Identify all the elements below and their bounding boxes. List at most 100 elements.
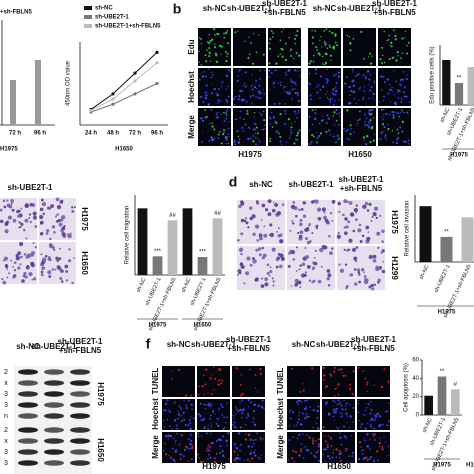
cell [378,445,381,448]
y-tick-label: 20 [412,394,419,400]
cell [269,117,272,120]
cell [217,133,220,136]
x-tick-label: 48 h [107,131,119,137]
cell [239,89,242,92]
cell [363,449,365,451]
cell [389,101,392,103]
cell [390,42,393,45]
cell [55,256,59,261]
cell [240,252,243,256]
cell [288,252,291,255]
cell [243,408,245,410]
cell [222,454,225,457]
cell [187,438,190,441]
point [89,108,93,113]
cell [297,109,300,112]
cell [252,259,257,264]
cell [177,413,180,416]
cell [370,85,373,89]
cell [343,199,348,204]
cell [209,60,212,62]
cell [270,71,273,74]
cell [7,215,13,220]
column-header: sh-UBE2T-1 [227,4,272,13]
cell [225,440,228,443]
cell [316,86,318,88]
cell [362,204,367,209]
cell [253,451,256,454]
micrograph [197,399,230,430]
cell [218,130,221,133]
cell [330,444,333,447]
cell [19,263,22,266]
cell [372,254,377,259]
cell [395,59,398,62]
cell [369,456,372,459]
cell [287,264,291,268]
cell [321,115,323,117]
cell [308,416,310,418]
point [155,61,159,65]
cell [189,433,192,436]
cell [226,109,229,112]
legend-swatch [84,24,92,28]
cell [360,422,364,426]
cell [331,219,334,222]
cell [353,256,358,261]
micrograph [308,68,341,106]
cell [287,92,291,95]
cell [379,214,382,217]
cell [373,80,376,82]
group-label: H1975 [450,153,468,159]
cell [245,424,247,426]
cell [202,130,204,133]
cell [278,102,281,105]
cell [240,373,243,376]
cell [235,118,238,121]
cell [279,239,283,243]
cell [372,116,375,119]
cell [396,138,399,141]
micrograph [237,246,285,290]
cell [397,97,400,100]
group-label: H1975 [80,207,89,231]
cell [378,441,381,445]
row-label: Hoechst [151,398,160,430]
cell [334,41,337,44]
decor-bar [35,60,41,125]
cell [260,219,263,221]
cell [326,96,329,99]
column-header: sh-UBE2T-1 [351,335,396,344]
cell [23,253,27,256]
cell [39,220,44,225]
cell [358,458,361,461]
cell [308,72,311,75]
cell [163,442,166,445]
cell [258,92,261,95]
cell [226,402,228,404]
cell [280,256,285,261]
cell [189,422,192,425]
cell [312,409,315,412]
cell [207,458,209,460]
cell [394,34,397,38]
cell [215,422,218,425]
cell [321,207,326,212]
cell [363,90,365,92]
x-tick-label: sh-NC [136,277,148,294]
cell [364,274,367,277]
cell [56,213,59,216]
cell [234,413,237,416]
cell [368,254,373,260]
cell [299,222,303,227]
micrograph [232,68,266,106]
cell [269,137,272,140]
cell [226,114,228,116]
cell [18,226,21,229]
cell [335,407,338,410]
cell [332,411,336,414]
cell [343,85,345,88]
cell [238,95,241,98]
cell [365,225,370,230]
cell [337,383,340,386]
